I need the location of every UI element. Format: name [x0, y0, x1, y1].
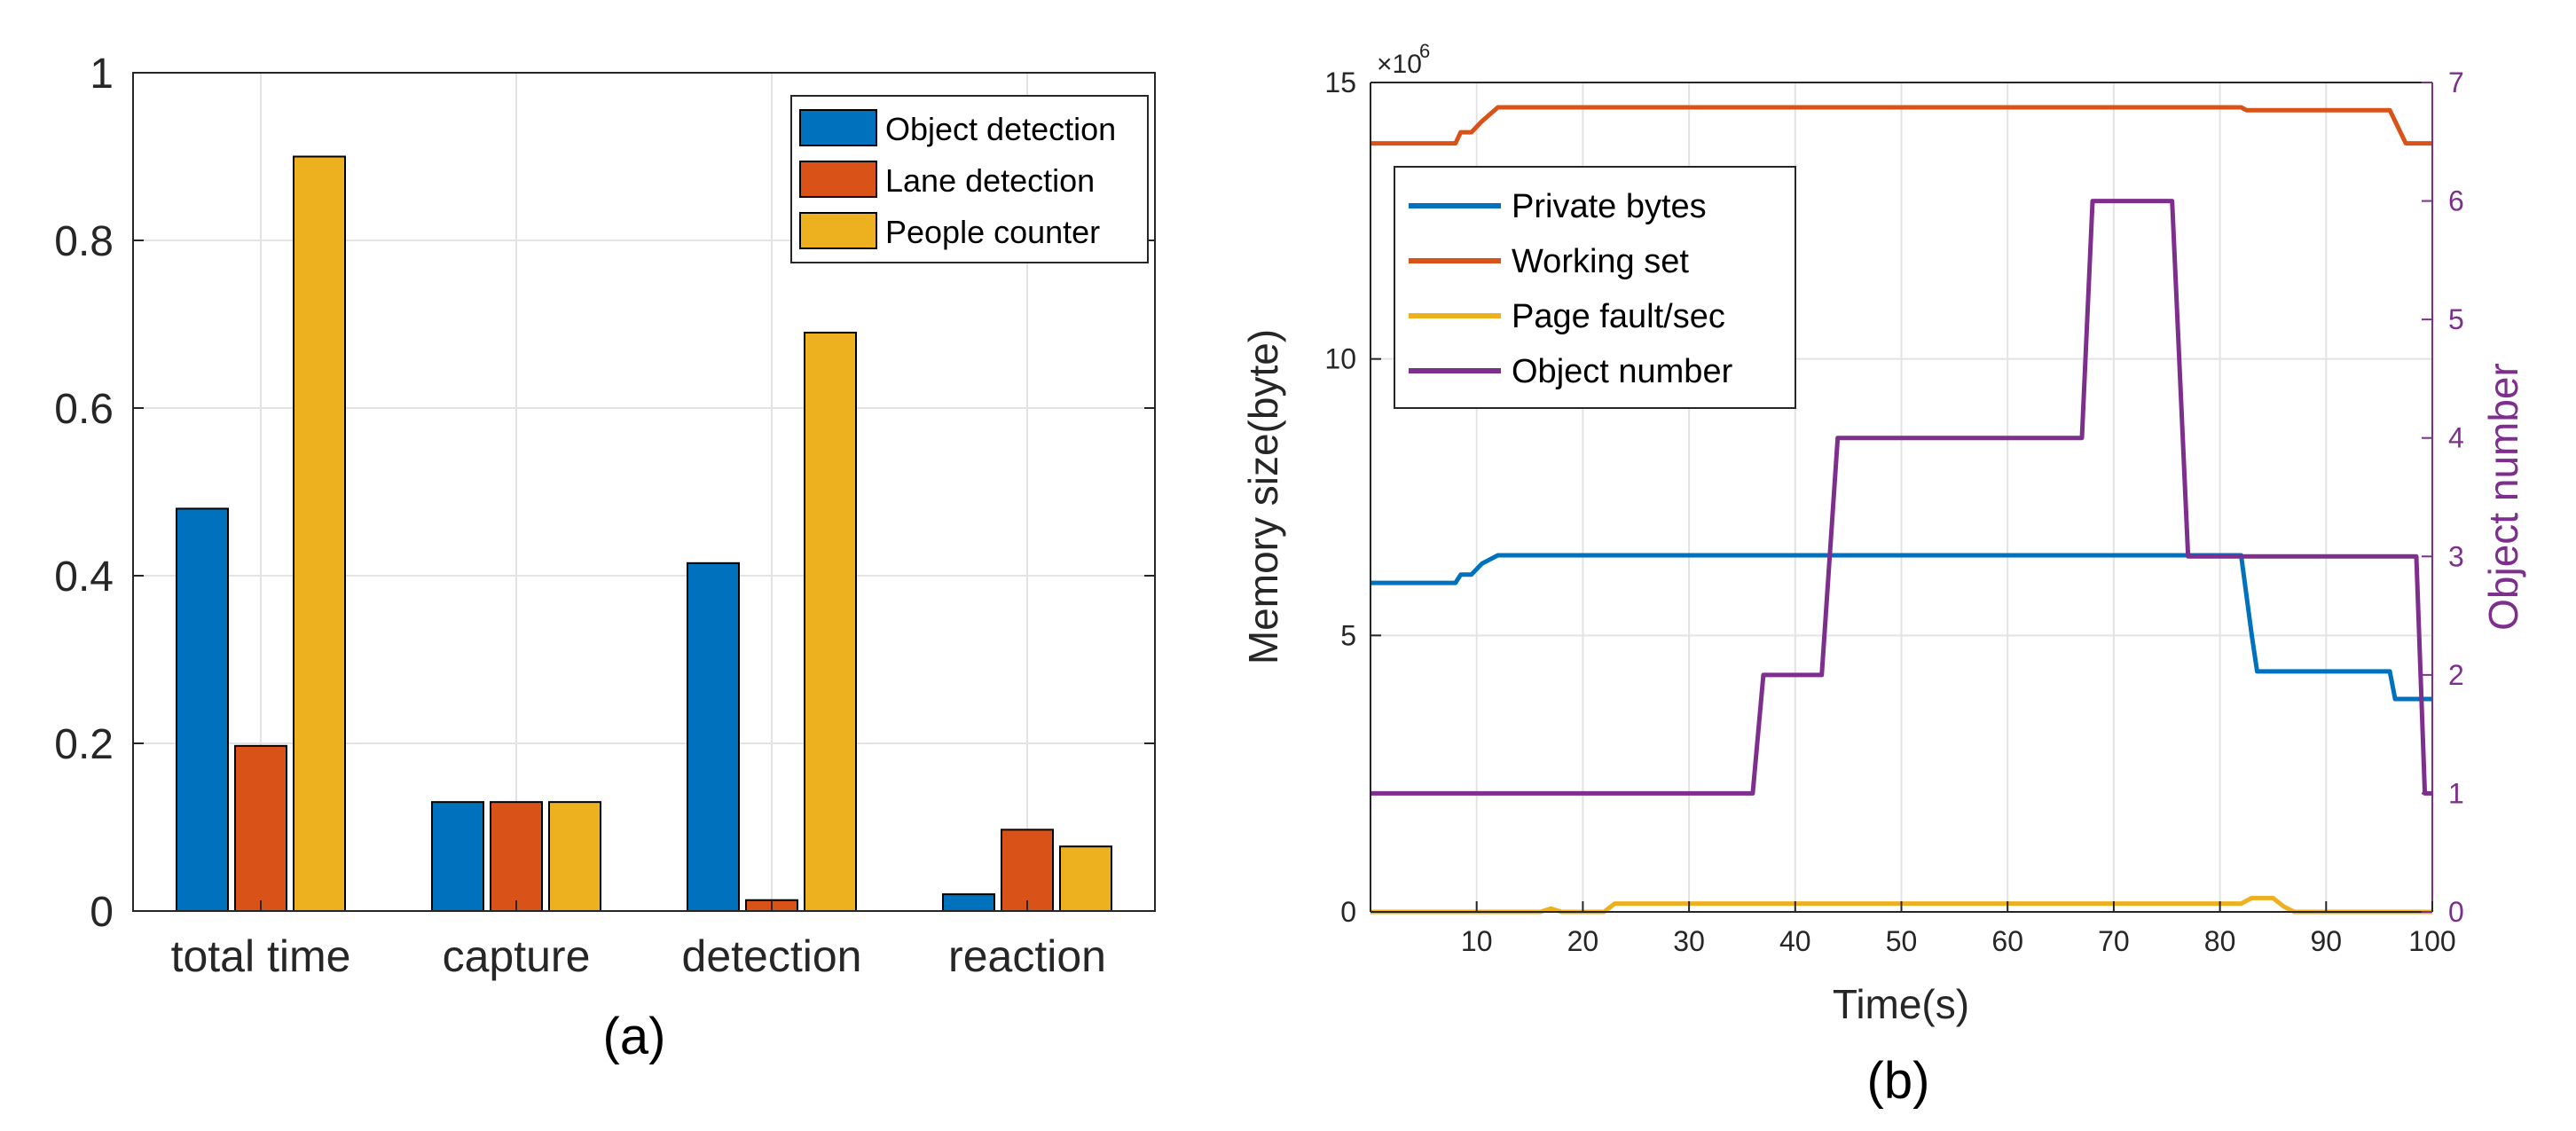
legend-label-object-detection: Object detection	[885, 111, 1116, 147]
panel-b-x-tick-label: 50	[1886, 925, 1918, 957]
line-object-number	[1370, 199, 2432, 796]
bar-object-detection-capture	[431, 801, 484, 913]
panel-b-left-y-ticks: 0 5 10 15	[1324, 67, 1381, 928]
panel-a-y-tick-label: 0.2	[54, 721, 114, 768]
panel-a-x-tick-label: total time	[171, 931, 351, 981]
panel-b-x-tick-label: 10	[1461, 925, 1493, 957]
bar-lane-detection-total-time	[234, 744, 287, 913]
panel-b-right-y-tick-label: 5	[2448, 303, 2464, 335]
bar-object-detection-detection	[687, 562, 740, 912]
panel-a-y-tick-label: 0.4	[54, 554, 114, 601]
panel-b-right-y-tick-label: 1	[2448, 777, 2464, 809]
panel-a-x-tick-label: reaction	[948, 931, 1106, 981]
legend-label-object-number: Object number	[1512, 353, 1733, 390]
legend-label-page-fault-sec: Page fault/sec	[1512, 298, 1725, 335]
panel-b-legend: Private bytes Working set Page fault/sec Ob…	[1394, 166, 1796, 409]
panel-b-right-y-tick-label: 3	[2448, 540, 2464, 572]
bar-lane-detection-reaction	[1001, 829, 1054, 913]
panel-b-line-chart: 10 20 30 40 50 60 70 80 90 100 0 5 10 15 0 1 2 3 4 5 6 7 ×1…	[1240, 40, 2526, 1110]
panel-a-bars	[176, 155, 1112, 913]
exponent-base: ×10	[1377, 50, 1422, 79]
legend-label-private-bytes: Private bytes	[1512, 188, 1707, 225]
panel-b-x-tick-label: 60	[1991, 925, 2023, 957]
panel-b-right-y-tick-label: 2	[2448, 659, 2464, 691]
panel-b-exponent-label: ×10 6	[1377, 40, 1430, 79]
panel-a-y-ticks: 0 0.2 0.4 0.6 0.8 1	[54, 51, 1155, 936]
panel-a-axes-box	[132, 72, 1156, 912]
panel-b-left-y-tick-label: 5	[1340, 619, 1356, 651]
panel-b-right-y-label: Object number	[2480, 363, 2526, 631]
bar-object-detection-total-time	[176, 507, 229, 913]
bar-people-counter-detection	[804, 331, 857, 912]
panel-b-x-tick-label: 40	[1779, 925, 1811, 957]
panel-b-x-ticks: 10 20 30 40 50 60 70 80 90 100	[1461, 901, 2456, 957]
panel-b-right-y-tick-label: 4	[2448, 422, 2464, 454]
exponent-power: 6	[1419, 40, 1430, 62]
bar-lane-detection-capture	[490, 801, 543, 913]
panel-b-right-y-tick-label: 7	[2448, 67, 2464, 98]
panel-a-y-tick-label: 0	[90, 889, 114, 936]
legend-label-working-set: Working set	[1512, 243, 1689, 280]
panel-a-legend: Object detection Lane detection People cou…	[790, 95, 1149, 263]
panel-b-x-tick-label: 100	[2408, 925, 2455, 957]
legend-swatch-people-counter	[799, 212, 877, 249]
legend-label-lane-detection: Lane detection	[885, 162, 1095, 199]
legend-swatch-lane-detection	[799, 161, 877, 198]
panel-a-y-tick-label: 0.6	[54, 386, 114, 433]
bar-people-counter-reaction	[1059, 845, 1112, 912]
bar-object-detection-reaction	[942, 893, 995, 912]
panel-a-bar-chart: 0 0.2 0.4 0.6 0.8 1 total time capture detectio…	[54, 51, 1156, 1065]
panel-b-right-y-tick-label: 6	[2448, 185, 2464, 217]
panel-a-y-tick-label: 0.8	[54, 218, 114, 265]
panel-b-right-y-tick-label: 0	[2448, 896, 2464, 928]
panel-b-left-y-tick-label: 0	[1340, 896, 1356, 928]
panel-a-y-tick-label: 1	[90, 51, 114, 98]
bar-people-counter-capture	[548, 801, 601, 913]
panel-b-x-tick-label: 30	[1673, 925, 1705, 957]
panel-b-right-y-ticks: 0 1 2 3 4 5 6 7	[2422, 67, 2464, 928]
panel-a-x-tick-label: detection	[682, 931, 862, 981]
panel-b-x-label: Time(s)	[1833, 981, 1969, 1027]
panel-b-left-y-label: Memory size(byte)	[1240, 329, 1286, 664]
line-working-set	[1370, 105, 2432, 146]
line-private-bytes	[1370, 553, 2432, 702]
panel-b-x-tick-label: 70	[2098, 925, 2130, 957]
panel-b-x-tick-label: 20	[1567, 925, 1599, 957]
panel-b-x-tick-label: 80	[2204, 925, 2236, 957]
legend-swatch-object-detection	[799, 109, 877, 146]
panel-a-x-tick-label: capture	[443, 931, 591, 981]
bar-people-counter-total-time	[293, 155, 346, 912]
panel-b-x-tick-label: 90	[2311, 925, 2343, 957]
legend-label-people-counter: People counter	[885, 214, 1100, 250]
panel-b-caption: (b)	[1867, 1052, 1930, 1110]
panel-b-left-y-tick-label: 15	[1324, 67, 1356, 98]
panel-a-x-ticks: total time capture detection reaction	[171, 900, 1106, 981]
panel-a-caption: (a)	[603, 1008, 666, 1065]
panel-b-left-y-tick-label: 10	[1324, 343, 1356, 375]
